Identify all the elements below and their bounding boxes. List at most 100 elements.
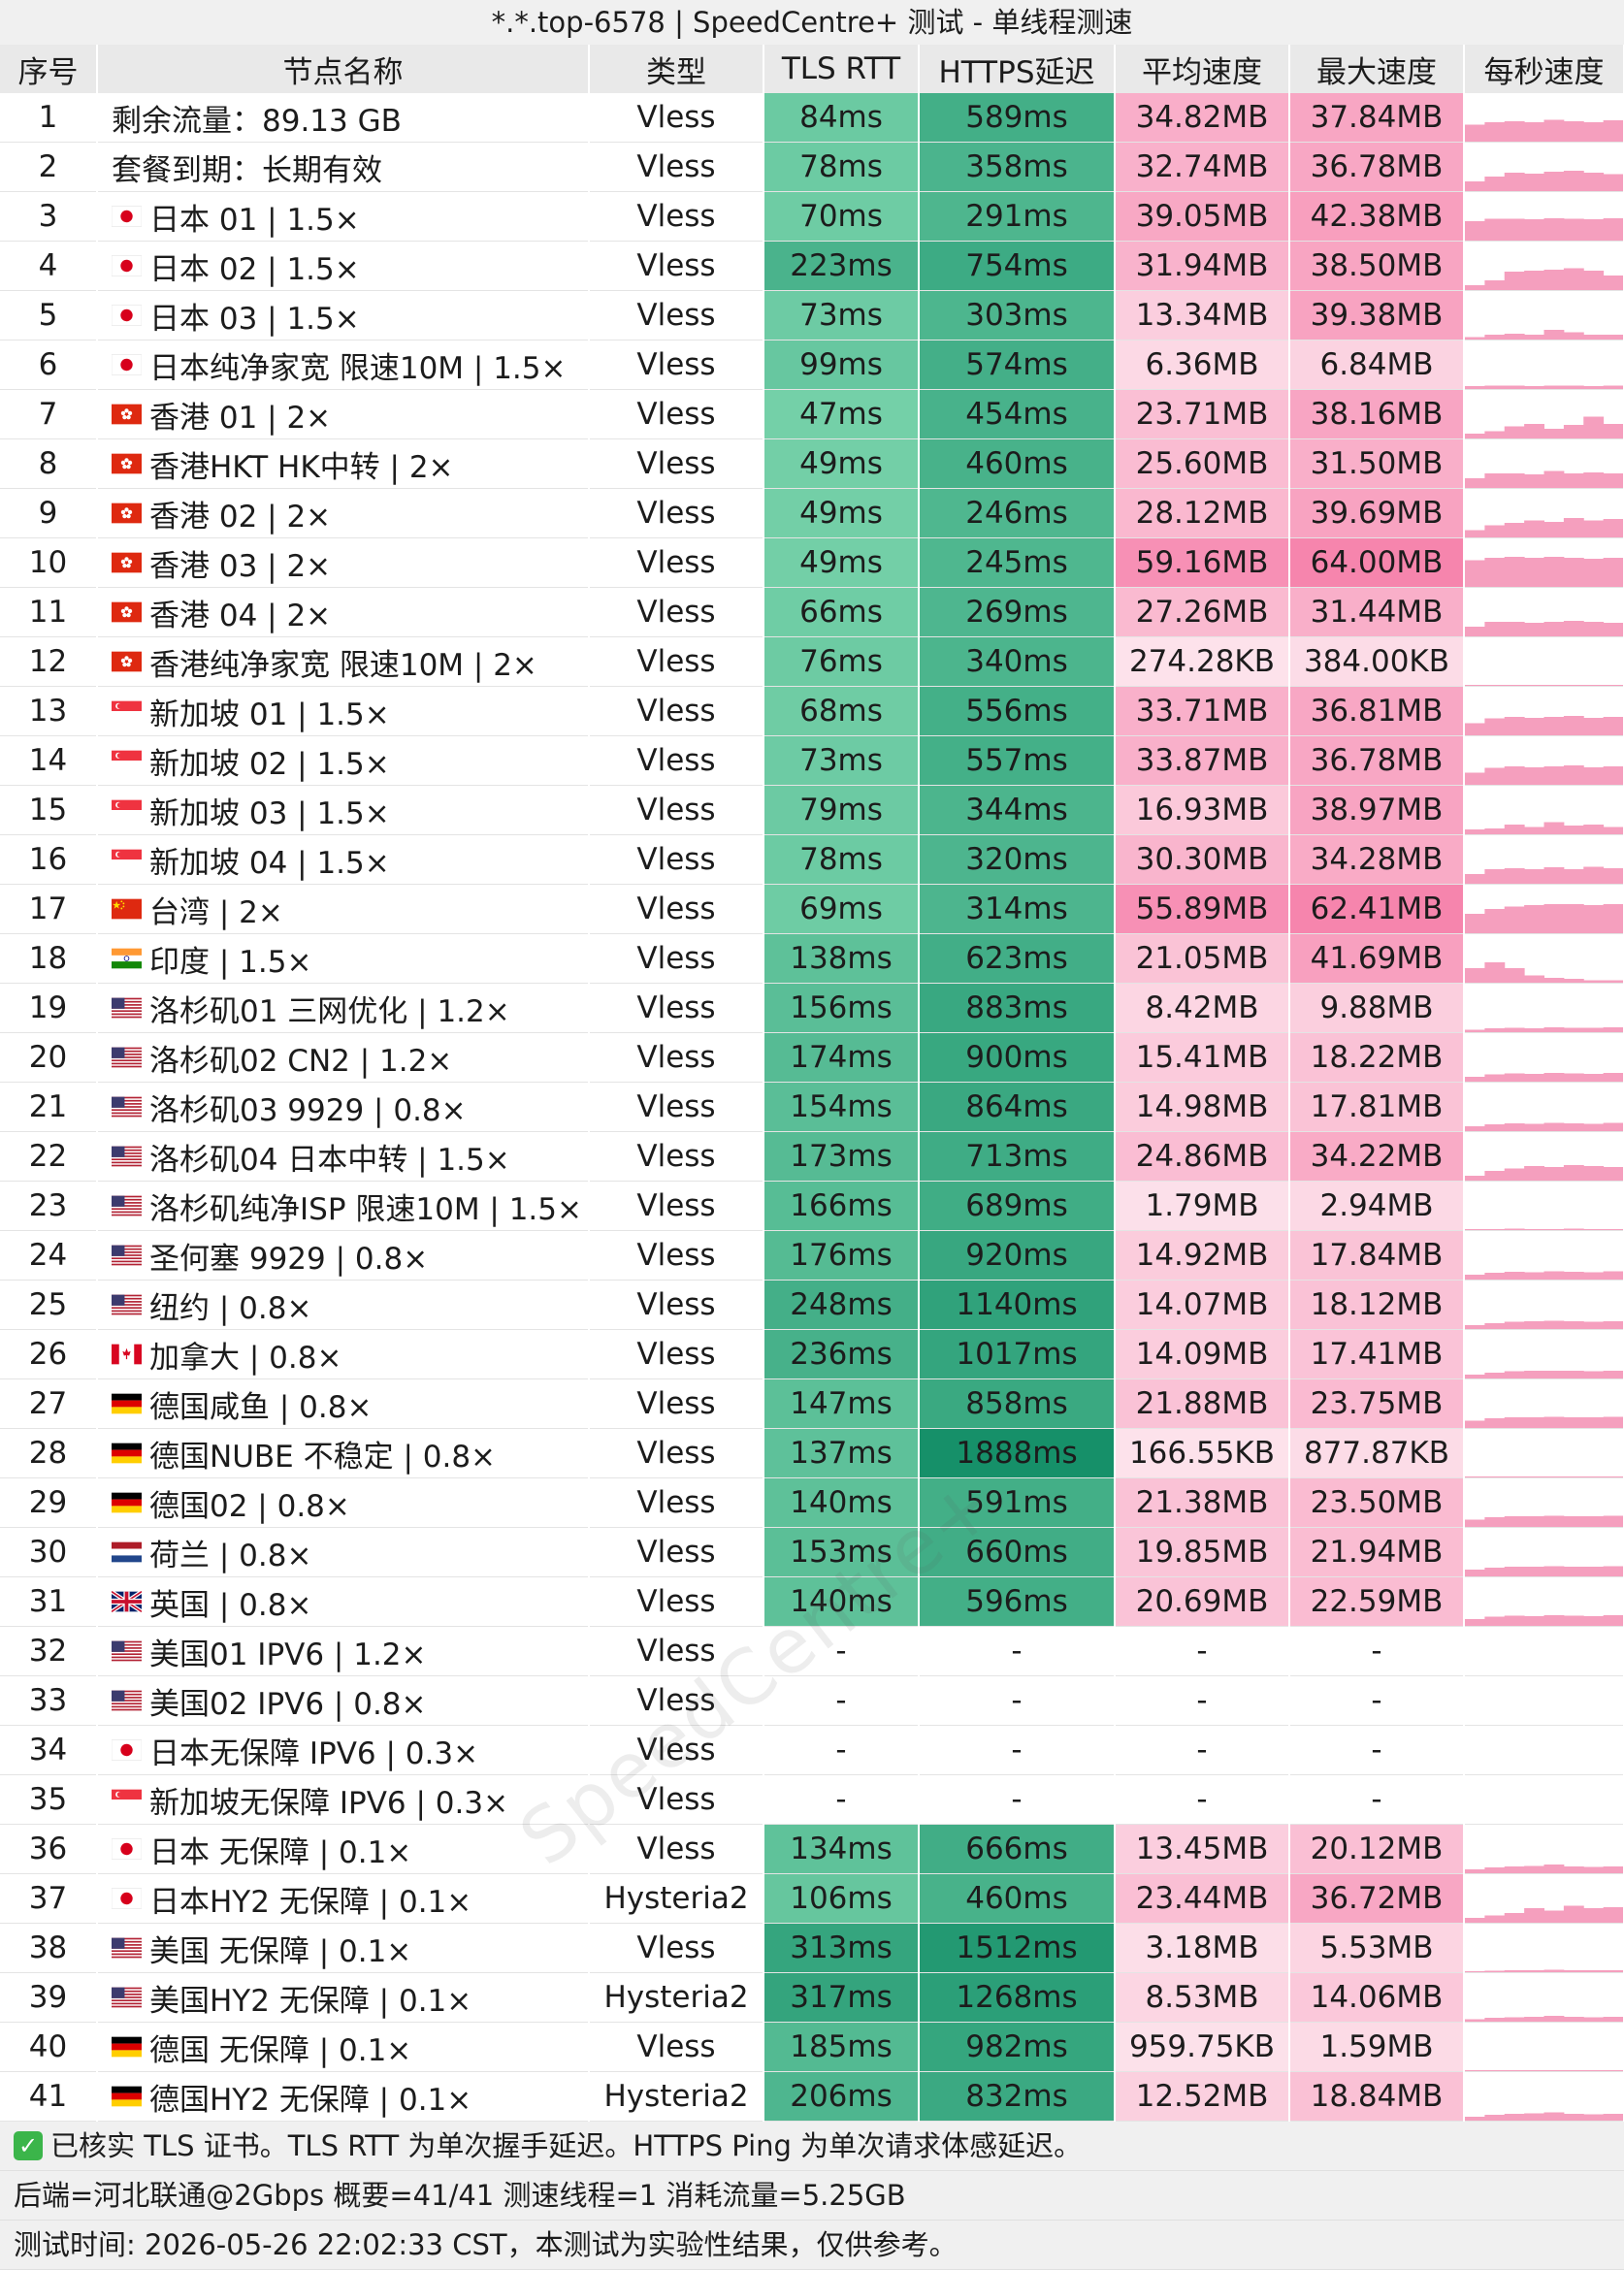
max-speed: 384.00KB bbox=[1289, 636, 1465, 687]
sparkline-bar bbox=[1484, 2070, 1506, 2071]
table-header-row: 序号 节点名称 类型 TLS RTT HTTPS延迟 平均速度 最大速度 每秒速… bbox=[0, 45, 1624, 93]
node-type: Vless bbox=[589, 587, 764, 637]
per-second-speed-sparkline bbox=[1464, 1131, 1624, 1182]
https-latency: 832ms bbox=[919, 2071, 1116, 2122]
sparkline-bar bbox=[1563, 621, 1584, 636]
node-name: 香港 01 | 2× bbox=[149, 400, 332, 436]
per-second-speed-sparkline bbox=[1464, 1725, 1624, 1775]
sparkline-bar bbox=[1543, 429, 1565, 438]
node-name: 洛杉矶04 日本中转 | 1.5× bbox=[149, 1142, 510, 1178]
node-name-cell: 纽约 | 0.8× bbox=[97, 1280, 590, 1330]
sparkline-bar bbox=[1524, 2017, 1545, 2022]
flag-de-icon bbox=[112, 1484, 149, 1519]
max-speed: 36.78MB bbox=[1289, 142, 1465, 192]
sparkline-bar bbox=[1583, 271, 1605, 290]
per-second-speed-sparkline bbox=[1464, 636, 1624, 687]
sparkline-chart bbox=[1465, 1271, 1622, 1280]
per-second-speed-sparkline bbox=[1464, 1576, 1624, 1627]
sparkline-bar bbox=[1484, 385, 1506, 389]
node-name-cell: 洛杉矶04 日本中转 | 1.5× bbox=[97, 1131, 590, 1182]
sparkline-chart bbox=[1465, 470, 1622, 488]
node-name-cell: 美国01 IPV6 | 1.2× bbox=[97, 1626, 590, 1676]
table-row: 5 日本 03 | 1.5× Vless 73ms 303ms 13.34MB 39.38M… bbox=[0, 290, 1624, 340]
table-row: 41 德国HY2 无保障 | 0.1× Hysteria2 206ms 832ms 12.… bbox=[0, 2071, 1624, 2122]
sparkline-bar bbox=[1504, 1073, 1525, 1082]
sparkline-bar bbox=[1524, 219, 1545, 241]
node-name: 加拿大 | 0.8× bbox=[149, 1340, 342, 1376]
avg-speed: 21.88MB bbox=[1115, 1378, 1290, 1429]
sparkline-bar bbox=[1524, 623, 1545, 636]
tls-rtt: 156ms bbox=[763, 983, 920, 1033]
table-body: 1 剩余流量：89.13 GB Vless 84ms 589ms 34.82MB 37.84… bbox=[0, 93, 1624, 2122]
sparkline-bar bbox=[1524, 827, 1545, 834]
https-latency: 982ms bbox=[919, 2022, 1116, 2072]
avg-speed: 32.74MB bbox=[1115, 142, 1290, 192]
sparkline-bar bbox=[1543, 522, 1565, 537]
sparkline-bar bbox=[1603, 827, 1622, 834]
max-speed: 36.81MB bbox=[1289, 686, 1465, 736]
node-type: Vless bbox=[589, 1032, 764, 1083]
per-second-speed-sparkline bbox=[1464, 537, 1624, 588]
node-name: 圣何塞 9929 | 0.8× bbox=[149, 1241, 429, 1277]
avg-speed: 33.71MB bbox=[1115, 686, 1290, 736]
sparkline-bar bbox=[1603, 868, 1622, 884]
avg-speed: 13.45MB bbox=[1115, 1824, 1290, 1874]
row-index: 34 bbox=[0, 1725, 98, 1775]
avg-speed: 31.94MB bbox=[1115, 241, 1290, 291]
row-index: 22 bbox=[0, 1131, 98, 1182]
node-name: 美国 无保障 | 0.1× bbox=[149, 1933, 412, 1969]
avg-speed: - bbox=[1115, 1675, 1290, 1726]
max-speed: - bbox=[1289, 1774, 1465, 1825]
node-name: 香港 02 | 2× bbox=[149, 499, 332, 535]
sparkline-bar bbox=[1543, 1027, 1565, 1032]
https-latency: 713ms bbox=[919, 1131, 1116, 1182]
flag-nl-icon bbox=[112, 1534, 149, 1569]
max-speed: 34.28MB bbox=[1289, 834, 1465, 885]
speed-results-table: 序号 节点名称 类型 TLS RTT HTTPS延迟 平均速度 最大速度 每秒速… bbox=[0, 45, 1624, 2122]
sparkline-bar bbox=[1465, 1619, 1485, 1626]
tls-rtt: 153ms bbox=[763, 1527, 920, 1577]
sparkline-bar bbox=[1484, 1418, 1506, 1428]
node-type: Hysteria2 bbox=[589, 1873, 764, 1924]
https-latency: 754ms bbox=[919, 241, 1116, 291]
sparkline-bar bbox=[1524, 718, 1545, 735]
sparkline-bar bbox=[1563, 1321, 1584, 1329]
sparkline-bar bbox=[1563, 979, 1584, 983]
sparkline-bar bbox=[1603, 1907, 1622, 1923]
node-name: 新加坡无保障 IPV6 | 0.3× bbox=[149, 1785, 509, 1821]
max-speed: 34.22MB bbox=[1289, 1131, 1465, 1182]
sparkline-bar bbox=[1465, 1918, 1485, 1923]
avg-speed: 3.18MB bbox=[1115, 1923, 1290, 1973]
node-name: 印度 | 1.5× bbox=[149, 944, 312, 980]
row-index: 7 bbox=[0, 389, 98, 439]
node-name: 英国 | 0.8× bbox=[149, 1587, 312, 1623]
sparkline-bar bbox=[1583, 825, 1605, 834]
sparkline-chart bbox=[1465, 171, 1622, 191]
tls-rtt: 84ms bbox=[763, 93, 920, 143]
sparkline-bar bbox=[1563, 2114, 1584, 2121]
table-row: 4 日本 02 | 1.5× Vless 223ms 754ms 31.94MB 38.50… bbox=[0, 241, 1624, 291]
tls-rtt: 73ms bbox=[763, 735, 920, 786]
footer-certificate-note: ✓ 已核实 TLS 证书。TLS RTT 为单次握手延迟。HTTPS Ping 为… bbox=[0, 2122, 1624, 2171]
avg-speed: 14.09MB bbox=[1115, 1329, 1290, 1379]
tls-rtt: 79ms bbox=[763, 785, 920, 835]
row-index: 3 bbox=[0, 191, 98, 242]
tls-rtt: 248ms bbox=[763, 1280, 920, 1330]
node-name: 美国01 IPV6 | 1.2× bbox=[149, 1637, 427, 1672]
sparkline-bar bbox=[1524, 685, 1545, 686]
node-name-cell: 香港 01 | 2× bbox=[97, 389, 590, 439]
avg-speed: 13.34MB bbox=[1115, 290, 1290, 340]
sparkline-bar bbox=[1583, 1229, 1605, 1230]
node-name-cell: 日本 03 | 1.5× bbox=[97, 290, 590, 340]
node-name: 德国咸鱼 | 0.8× bbox=[149, 1389, 373, 1425]
tls-rtt: 134ms bbox=[763, 1824, 920, 1874]
sparkline-bar bbox=[1524, 975, 1545, 983]
max-speed: 62.41MB bbox=[1289, 884, 1465, 934]
node-name: 日本 02 | 1.5× bbox=[149, 251, 360, 287]
sparkline-bar bbox=[1484, 962, 1506, 983]
per-second-speed-sparkline bbox=[1464, 1923, 1624, 1973]
flag-jp-icon bbox=[112, 1732, 149, 1767]
avg-speed: 27.26MB bbox=[1115, 587, 1290, 637]
sparkline-chart bbox=[1465, 1476, 1622, 1477]
sparkline-chart bbox=[1465, 1416, 1622, 1428]
